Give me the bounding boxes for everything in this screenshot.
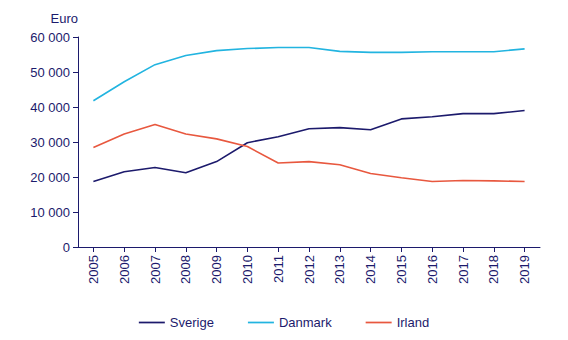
svg-text:Euro: Euro [51, 11, 78, 26]
svg-text:40 000: 40 000 [30, 100, 70, 115]
svg-text:2015: 2015 [394, 255, 409, 284]
svg-text:2014: 2014 [363, 255, 378, 284]
svg-text:2018: 2018 [486, 255, 501, 284]
svg-text:Irland: Irland [397, 315, 430, 330]
svg-text:60 000: 60 000 [30, 30, 70, 45]
svg-text:Danmark: Danmark [279, 315, 332, 330]
svg-text:2005: 2005 [86, 255, 101, 284]
svg-text:2012: 2012 [302, 255, 317, 284]
svg-text:0: 0 [63, 240, 70, 255]
svg-text:2006: 2006 [117, 255, 132, 284]
svg-text:2010: 2010 [240, 255, 255, 284]
svg-text:2019: 2019 [517, 255, 532, 284]
svg-text:2007: 2007 [148, 255, 163, 284]
svg-text:2009: 2009 [209, 255, 224, 284]
svg-text:50 000: 50 000 [30, 65, 70, 80]
svg-text:2013: 2013 [332, 255, 347, 284]
svg-text:2016: 2016 [425, 255, 440, 284]
svg-text:2011: 2011 [271, 255, 286, 283]
svg-text:20 000: 20 000 [30, 170, 70, 185]
svg-text:2008: 2008 [178, 255, 193, 284]
svg-text:2017: 2017 [456, 255, 471, 284]
svg-text:10 000: 10 000 [30, 205, 70, 220]
svg-text:30 000: 30 000 [30, 135, 70, 150]
svg-text:Sverige: Sverige [170, 315, 214, 330]
